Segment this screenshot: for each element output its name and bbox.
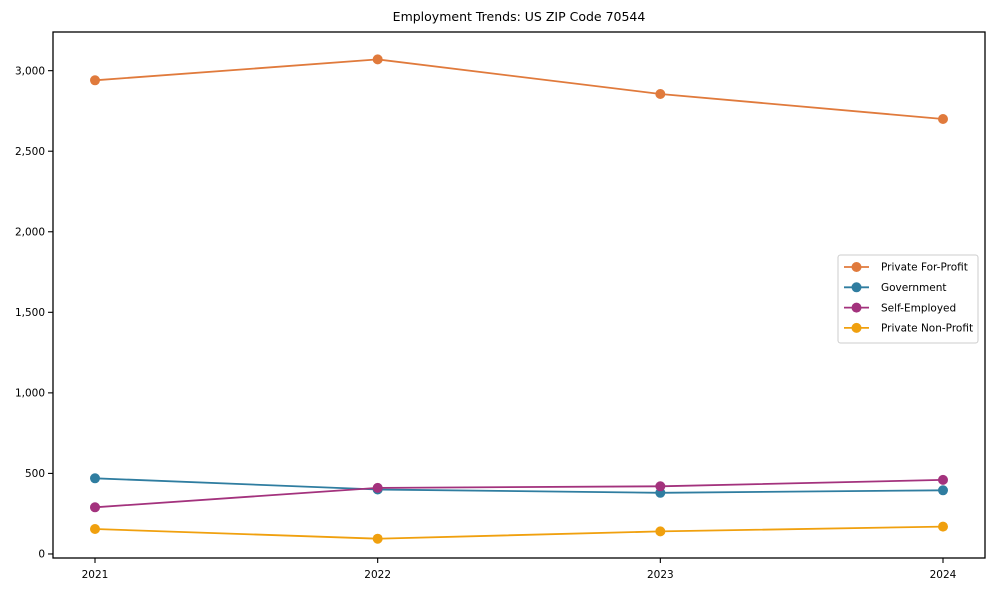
data-point — [655, 526, 666, 537]
plot-border — [52, 31, 986, 559]
x-tick-label: 2024 — [930, 569, 957, 581]
legend-marker-icon — [851, 262, 862, 272]
y-tick-label: 500 — [25, 468, 45, 480]
legend-marker-icon — [851, 302, 862, 313]
data-point — [90, 502, 100, 513]
legend-entry-self-employed: Self-Employed — [844, 302, 956, 314]
y-tick-label: 0 — [38, 549, 45, 561]
data-point — [90, 75, 100, 86]
legend-entry-government: Government — [844, 282, 946, 294]
legend: Private For-Profit Government Self-Employe… — [837, 254, 979, 344]
y-tick-label: 3,000 — [15, 65, 45, 77]
legend-label: Government — [881, 282, 946, 294]
data-point — [938, 521, 948, 532]
y-tick-label: 1,500 — [15, 307, 45, 319]
x-tick-label: 2021 — [82, 569, 109, 581]
chart-title: Employment Trends: US ZIP Code 70544 — [392, 9, 646, 24]
legend-box — [837, 254, 979, 344]
series-line — [94, 525, 944, 540]
y-tick-label: 1,000 — [15, 387, 45, 399]
series-government — [90, 473, 948, 498]
legend-entry-private-non-profit: Private Non-Profit — [844, 323, 973, 335]
data-point — [90, 473, 100, 484]
series-self-employed — [90, 474, 948, 513]
legend-label: Self-Employed — [881, 302, 956, 314]
legend-entry-private-for-profit: Private For-Profit — [844, 262, 968, 274]
data-point — [655, 89, 666, 99]
data-point — [372, 54, 383, 65]
x-tick-label: 2022 — [364, 569, 391, 581]
legend-marker-icon — [851, 322, 862, 333]
data-point — [372, 533, 383, 544]
data-point — [655, 481, 666, 492]
data-point — [938, 485, 948, 496]
data-point — [90, 524, 100, 534]
x-tick-label: 2023 — [647, 569, 674, 581]
legend-label: Private For-Profit — [881, 262, 968, 274]
legend-marker-icon — [851, 282, 862, 293]
data-point — [938, 474, 948, 485]
legend-label: Private Non-Profit — [881, 323, 973, 335]
data-point — [372, 482, 383, 493]
series-private-non-profit — [90, 521, 948, 544]
series-line — [94, 477, 944, 494]
y-tick-label: 2,000 — [15, 226, 45, 238]
series-private-for-profit — [90, 54, 948, 124]
series-line — [94, 58, 944, 120]
series-line — [94, 479, 944, 509]
y-tick-label: 2,500 — [15, 146, 45, 158]
data-point — [938, 114, 948, 124]
